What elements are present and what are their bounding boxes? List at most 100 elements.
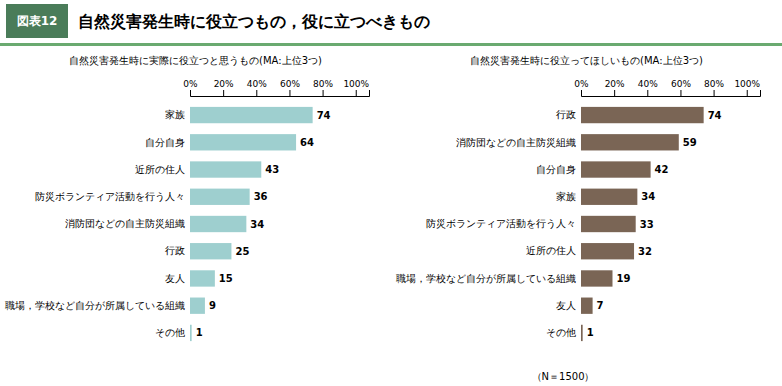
x-tick-label: 20% [605,79,625,89]
x-tick-label: 40% [247,79,267,89]
x-tick-mark [356,90,357,96]
x-tick: 0% [574,79,589,96]
data-label: 74 [708,110,722,121]
data-label: 9 [209,300,216,311]
y-tick: その他 [546,327,581,338]
data-label: 19 [616,273,630,284]
bar [581,325,583,341]
x-tick-mark [714,90,715,96]
bar [581,161,651,177]
chart-panel: 自然災害発生時に役立ってほしいもの(MA:上位3つ) 74 59 42 34 33 32 19… [396,55,761,342]
y-tick: 消防団などの自主防災組織 [456,136,581,147]
data-label: 25 [235,246,249,257]
y-tick-label: 職場，学校など自分が所属している組織 [396,273,576,284]
background [0,0,782,386]
bar [190,270,215,286]
y-tick-label: 消防団などの自主防災組織 [65,218,185,229]
bar [581,270,612,286]
x-tick: 80% [704,79,724,96]
data-labels: 7464433634251591 [196,110,331,339]
x-tick-label: 60% [280,79,300,89]
x-tick-mark [323,90,324,96]
title: 自然災害発生時に役立つもの，役に立つべきもの [78,12,430,31]
n-label: （N＝1500） [532,371,595,382]
y-tick-label: 行政 [165,245,185,256]
x-tick: 40% [247,79,267,96]
y-tick: 近所の住人 [135,164,190,175]
x-tick: 20% [214,79,234,96]
data-label: 15 [219,273,233,284]
y-axis: 家族自分自身近所の住人防災ボランティア活動を行う人々消防団などの自主防災組織行政… [5,109,190,338]
y-tick-label: その他 [546,327,576,338]
data-label: 64 [300,137,314,148]
bar [581,298,593,314]
x-tick: 80% [313,79,333,96]
x-tick-label: 80% [704,79,724,89]
x-tick: 60% [671,79,691,96]
y-tick: 近所の住人 [526,245,581,256]
x-tick: 20% [605,79,625,96]
y-tick-label: 自分自身 [145,136,185,147]
chart-title: 自然災害発生時に役立ってほしいもの(MA:上位3つ) [470,55,703,66]
data-label: 59 [683,137,697,148]
data-label: 32 [638,246,652,257]
y-tick: 自分自身 [536,164,581,175]
data-label: 7 [597,300,604,311]
y-tick-label: 消防団などの自主防災組織 [456,136,576,147]
y-tick: その他 [155,327,190,338]
x-tick: 60% [280,79,300,96]
bar [581,216,636,232]
data-label: 33 [640,219,654,230]
bar [190,134,296,150]
data-label: 42 [655,164,669,175]
x-tick-mark [647,90,648,96]
x-tick: 40% [638,79,658,96]
y-tick-label: 職場，学校など自分が所属している組織 [5,300,185,311]
data-label: 36 [254,191,268,202]
y-tick: 防災ボランティア活動を行う人々 [426,218,581,229]
data-label: 34 [250,219,264,230]
y-tick-label: 友人 [165,273,185,284]
bar [190,189,250,205]
bar [190,216,246,232]
x-tick: 100% [343,79,369,96]
bars [190,107,313,341]
x-axis: 0%20%40%60%80%100% [574,79,760,97]
x-tick-mark [747,90,748,96]
data-labels: 7459423433321971 [587,110,722,339]
bar [581,134,679,150]
y-axis: 行政消防団などの自主防災組織自分自身家族防災ボランティア活動を行う人々近所の住人… [396,109,581,338]
chart-panel: 自然災害発生時に実際に役立つと思うもの(MA:上位3つ)746443363425… [5,55,370,342]
y-tick: 職場，学校など自分が所属している組織 [5,300,190,311]
y-tick: 行政 [556,109,581,120]
header: 図表12自然災害発生時に役立つもの，役に立つべきもの [0,4,782,46]
x-tick-mark [256,90,257,96]
y-tick-label: 近所の住人 [526,245,576,256]
x-tick-label: 0% [574,79,589,89]
x-tick-label: 40% [638,79,658,89]
x-tick-label: 100% [343,79,369,89]
x-axis-line [191,90,370,97]
y-tick: 消防団などの自主防災組織 [65,218,190,229]
y-tick-label: 友人 [556,300,576,311]
y-tick: 行政 [165,245,190,256]
x-tick-label: 0% [183,79,198,89]
data-label: 74 [317,110,331,121]
data-label: 34 [641,191,655,202]
bar [190,107,313,123]
bar [190,243,231,259]
y-tick-label: 近所の住人 [135,164,185,175]
x-tick-mark [680,90,681,96]
x-tick-mark [289,90,290,96]
chart-page: 図表12自然災害発生時に役立つもの，役に立つべきもの自然災害発生時に実際に役立つ… [0,0,782,386]
x-tick-mark [614,90,615,96]
bars [581,107,704,341]
x-tick-label: 20% [214,79,234,89]
bar [190,325,192,341]
x-tick: 0% [183,79,198,96]
title-label-box [6,4,68,38]
bar [190,161,261,177]
y-tick: 職場，学校など自分が所属している組織 [396,273,581,284]
y-tick-label: 防災ボランティア活動を行う人々 [35,191,185,202]
y-tick: 友人 [556,300,581,311]
